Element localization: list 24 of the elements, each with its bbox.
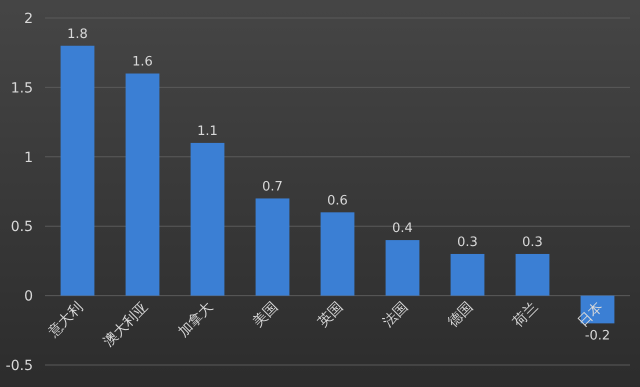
x-tick-label: 法国 <box>380 299 412 330</box>
y-tick-label: 0.5 <box>10 219 33 236</box>
data-label: 0.6 <box>327 193 348 208</box>
y-tick-label: -0.5 <box>6 358 33 374</box>
y-tick-label: 1 <box>24 150 33 166</box>
x-tick-label: 德国 <box>445 299 476 330</box>
x-tick-label: 荷兰 <box>510 299 542 330</box>
data-label: 1.6 <box>132 54 153 70</box>
x-tick-label: 意大利 <box>44 299 86 341</box>
data-label: 1.1 <box>197 124 218 139</box>
data-label: 0.3 <box>457 234 478 250</box>
x-tick-label: 美国 <box>250 299 282 330</box>
data-label: 0.3 <box>522 234 543 250</box>
x-tick-label: 澳大利亚 <box>100 299 152 350</box>
y-tick-label: 2 <box>24 11 33 27</box>
y-tick-label: 1.5 <box>10 80 33 96</box>
y-tick-label: 0 <box>24 288 33 305</box>
x-tick-label: 加拿大 <box>175 299 216 340</box>
data-label: -0.2 <box>584 328 610 344</box>
x-tick-label: 英国 <box>315 299 346 330</box>
data-label: 1.8 <box>67 26 88 42</box>
x-tick-label: 日本 <box>575 299 606 330</box>
data-label: 0.7 <box>262 179 283 194</box>
data-label: 0.4 <box>392 221 413 236</box>
